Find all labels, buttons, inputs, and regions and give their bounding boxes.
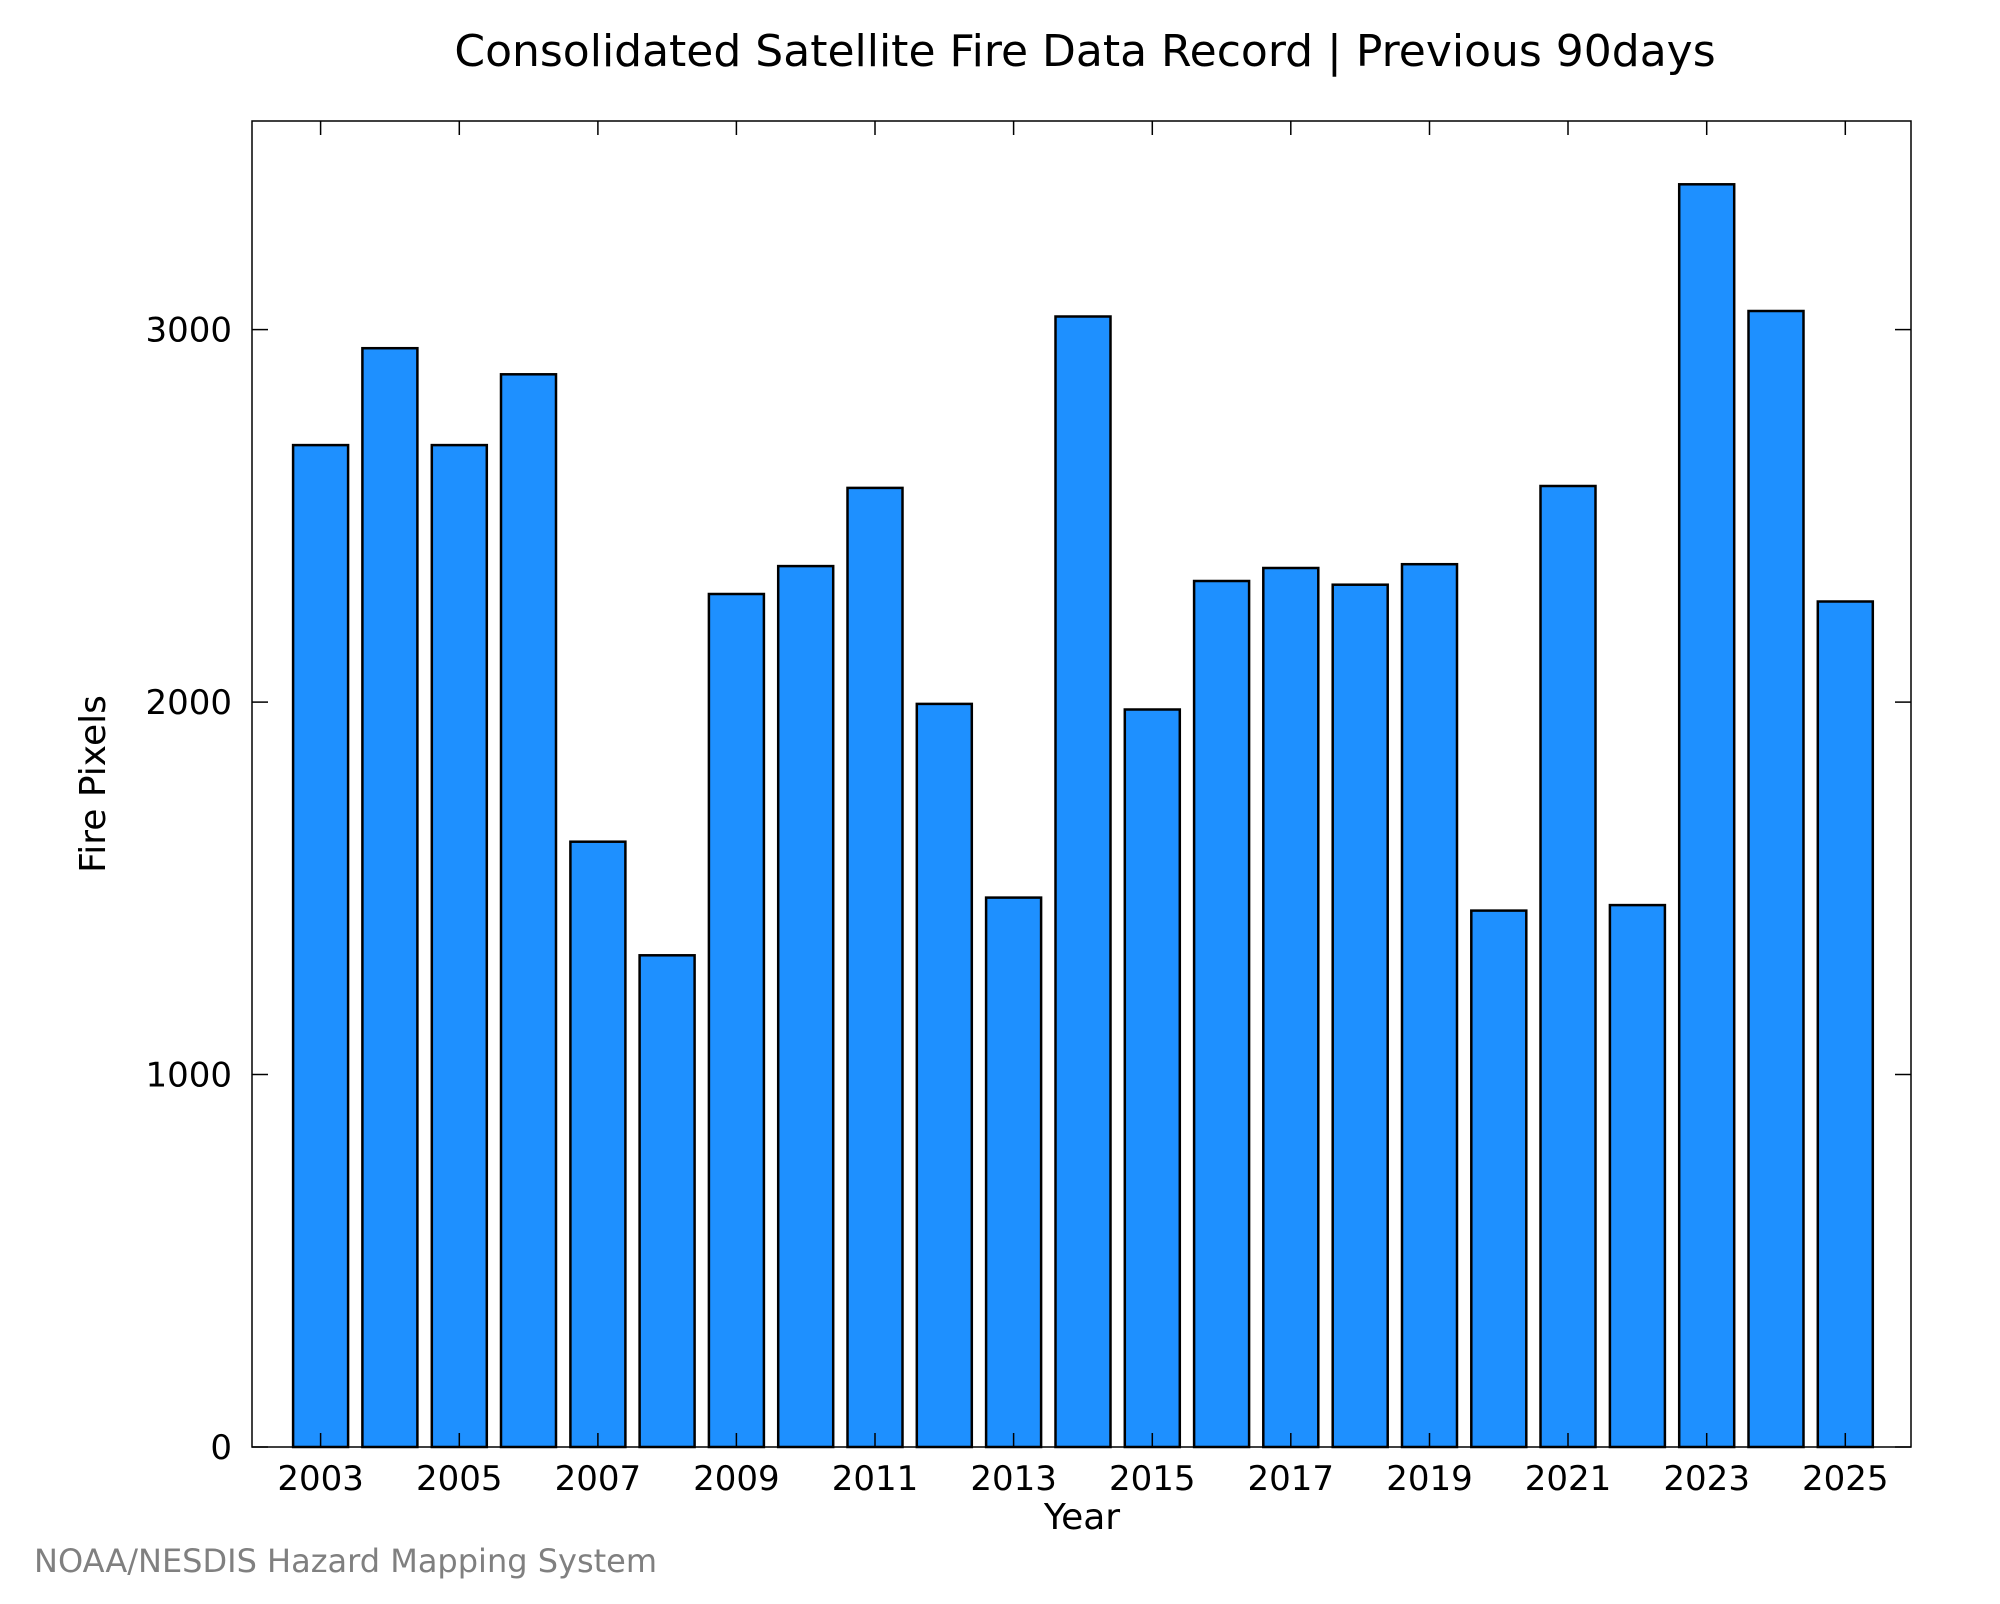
x-tick-label-2015: 2015 bbox=[1109, 1459, 1196, 1499]
bar-2013 bbox=[984, 896, 1043, 1449]
x-tick-label-2021: 2021 bbox=[1525, 1459, 1612, 1499]
bar-2016 bbox=[1192, 579, 1251, 1449]
bar-2023 bbox=[1677, 183, 1736, 1449]
x-tick-label-2017: 2017 bbox=[1248, 1459, 1335, 1499]
x-tick-label-2011: 2011 bbox=[832, 1459, 919, 1499]
bar-2012 bbox=[915, 702, 974, 1449]
bar-2020 bbox=[1470, 909, 1528, 1449]
bar-2003 bbox=[291, 443, 350, 1449]
bar-2008 bbox=[638, 954, 696, 1449]
y-tick-label-0: 0 bbox=[210, 1428, 232, 1468]
chart-title: Consolidated Satellite Fire Data Record … bbox=[454, 26, 1715, 77]
bar-2007 bbox=[569, 840, 627, 1449]
bar-2022 bbox=[1608, 903, 1667, 1449]
bar-2017 bbox=[1262, 566, 1320, 1449]
y-tick-label-2000: 2000 bbox=[145, 683, 232, 723]
y-axis-label: Fire Pixels bbox=[73, 695, 114, 873]
x-tick-labels: 2003 2005 2007 2009 2011 2013 2015 2017 2019 2021… bbox=[277, 1459, 1888, 1499]
x-tick-label-2013: 2013 bbox=[970, 1459, 1057, 1499]
bar-2006 bbox=[499, 373, 558, 1449]
x-tick-label-2005: 2005 bbox=[416, 1459, 503, 1499]
bar-2004 bbox=[361, 346, 419, 1449]
y-tick-label-3000: 3000 bbox=[145, 311, 232, 351]
y-tick-label-1000: 1000 bbox=[145, 1056, 232, 1096]
bar-2019 bbox=[1400, 562, 1459, 1449]
x-tick-label-2003: 2003 bbox=[277, 1459, 364, 1499]
bar-2025 bbox=[1816, 600, 1875, 1449]
bar-2015 bbox=[1123, 708, 1182, 1449]
y-tick-labels: 0 1000 2000 3000 bbox=[145, 311, 232, 1468]
bar-2021 bbox=[1539, 484, 1597, 1449]
x-tick-label-2007: 2007 bbox=[555, 1459, 642, 1499]
source-credit: NOAA/NESDIS Hazard Mapping System bbox=[34, 1542, 657, 1580]
bar-2011 bbox=[846, 486, 904, 1449]
x-tick-label-2019: 2019 bbox=[1386, 1459, 1473, 1499]
bar-2014 bbox=[1054, 315, 1112, 1449]
bar-2005 bbox=[430, 443, 489, 1449]
x-tick-label-2009: 2009 bbox=[693, 1459, 780, 1499]
x-axis-label: Year bbox=[1043, 1497, 1120, 1538]
bar-2010 bbox=[776, 564, 835, 1449]
bar-2009 bbox=[707, 592, 766, 1449]
x-tick-label-2023: 2023 bbox=[1663, 1459, 1750, 1499]
bars-layer bbox=[291, 183, 1875, 1449]
bar-2018 bbox=[1331, 583, 1389, 1449]
plot-frame bbox=[251, 120, 1912, 1448]
x-tick-label-2025: 2025 bbox=[1802, 1459, 1889, 1499]
bar-2024 bbox=[1747, 309, 1805, 1449]
